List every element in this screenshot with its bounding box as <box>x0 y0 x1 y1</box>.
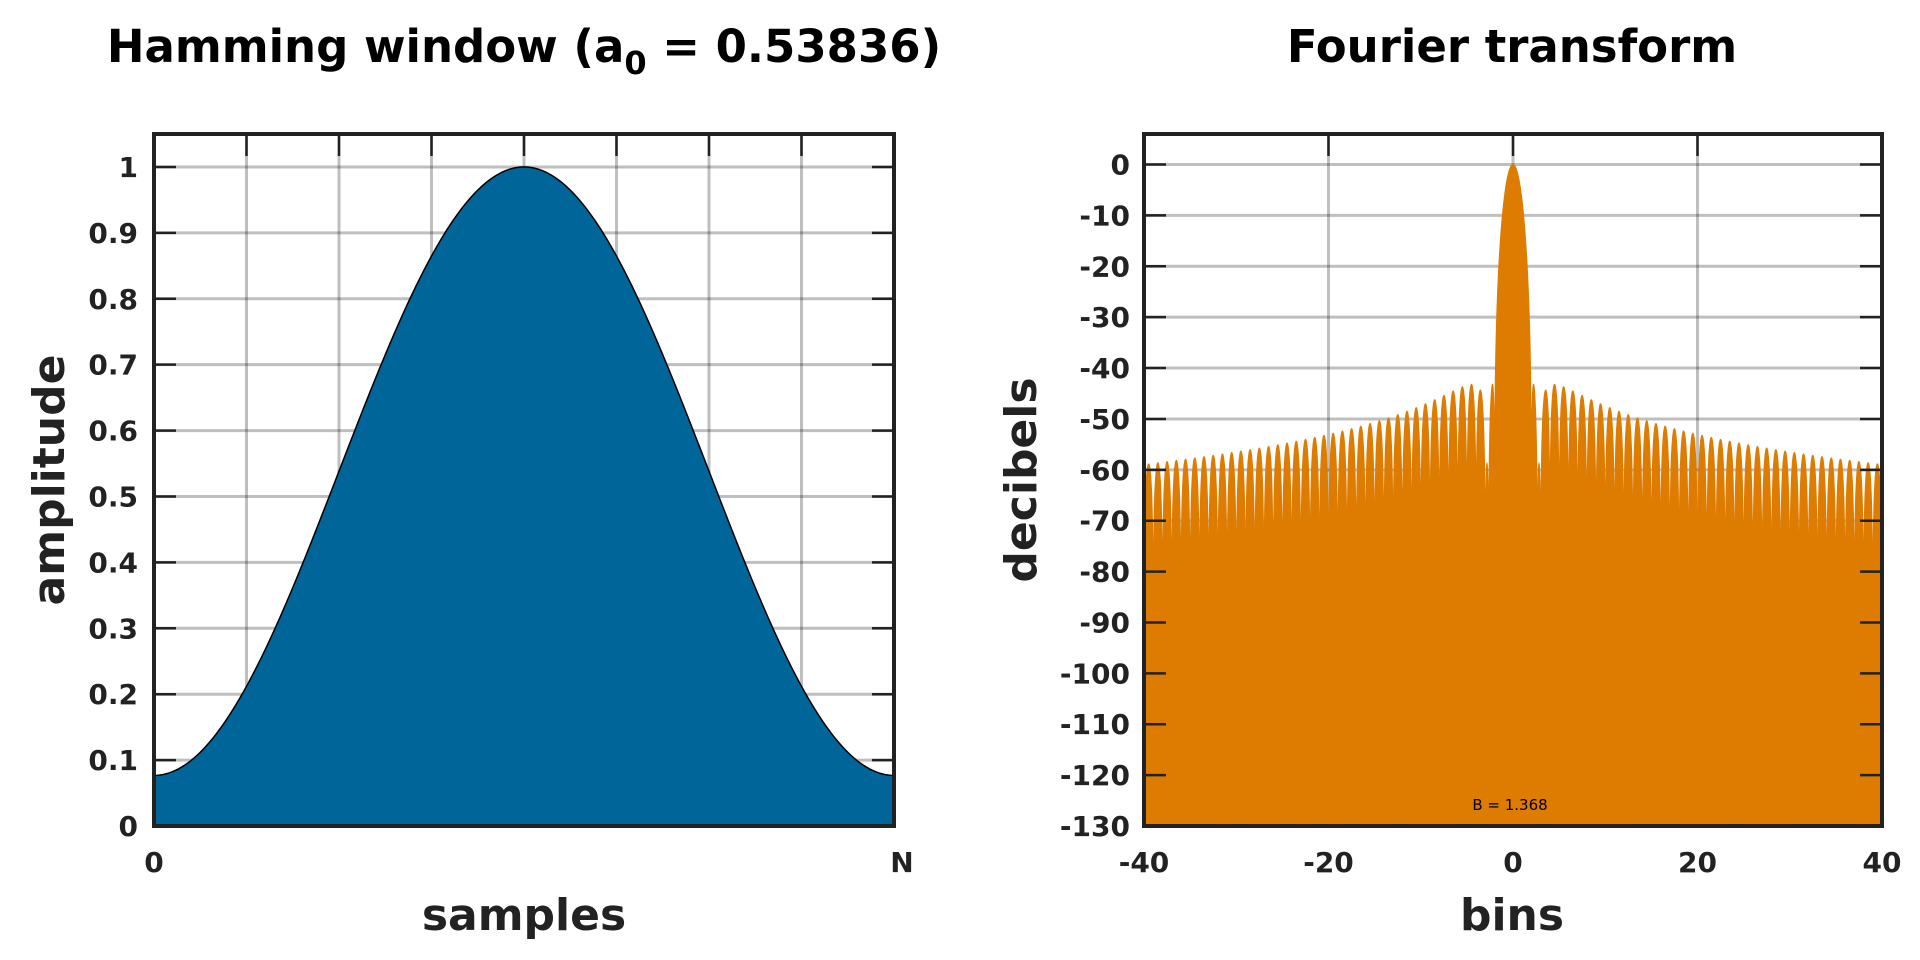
spectrum-y-tick-label: -50 <box>1079 403 1130 436</box>
window-y-tick-label: 0.2 <box>88 678 138 711</box>
window-x-axis-label: samples <box>422 890 626 941</box>
window-y-tick-label: 0.8 <box>88 283 138 316</box>
window-title: Hamming window (a0 = 0.53836) <box>107 20 941 82</box>
spectrum-x-tick-label: 40 <box>1863 846 1902 879</box>
spectrum-x-axis-label: bins <box>1460 890 1564 941</box>
window-title-main: Hamming window (a <box>107 20 624 73</box>
window-y-tick-label: 0.9 <box>88 217 138 250</box>
window-title-suffix: = 0.53836) <box>647 20 942 73</box>
spectrum-x-tick-labels: -40 -20 0 20 40 <box>1119 846 1902 879</box>
spectrum-area <box>1144 164 1882 826</box>
spectrum-x-tick-label: -40 <box>1119 846 1170 879</box>
spectrum-y-tick-labels: 0 -10 -20 -30 -40 -50 -60 -70 -80 -90 -100 -110 -120… <box>1060 149 1130 843</box>
bandwidth-annotation: B = 1.368 <box>1472 796 1547 814</box>
window-y-tick-label: 0 <box>119 810 138 843</box>
window-y-tick-label: 0.4 <box>88 546 138 579</box>
spectrum-y-tick-label: -40 <box>1079 352 1130 385</box>
spectrum-y-tick-label: -90 <box>1079 606 1130 639</box>
window-plot-frame <box>152 132 896 828</box>
window-y-tick-label: 0.1 <box>88 744 138 777</box>
spectrum-y-tick-label: -100 <box>1060 657 1130 690</box>
spectrum-y-tick-label: -80 <box>1079 556 1130 589</box>
window-y-tick-label: 0.5 <box>88 480 138 513</box>
window-x-tick-label: 0 <box>144 846 163 879</box>
spectrum-x-tick-label: 20 <box>1678 846 1717 879</box>
window-x-tick-label: N <box>890 846 913 879</box>
spectrum-y-tick-label: 0 <box>1111 149 1130 182</box>
window-y-tick-label: 0.3 <box>88 612 138 645</box>
spectrum-x-tick-label: -20 <box>1303 846 1354 879</box>
spectrum-title: Fourier transform <box>1287 20 1737 73</box>
spectrum-x-tick-label: 0 <box>1503 846 1522 879</box>
spectrum-y-tick-label: -110 <box>1060 708 1130 741</box>
window-title-subscript: 0 <box>624 44 646 82</box>
spectrum-y-tick-label: -70 <box>1079 505 1130 538</box>
spectrum-y-tick-label: -20 <box>1079 250 1130 283</box>
spectrum-panel: Fourier transform 0 -10 -20 -30 -40 -50 -60 -70… <box>996 20 1901 941</box>
window-y-tick-label: 0.6 <box>88 415 138 448</box>
spectrum-y-tick-label: -60 <box>1079 454 1130 487</box>
window-ticks <box>154 134 894 762</box>
window-area <box>153 166 895 827</box>
spectrum-y-axis-label: decibels <box>996 377 1047 582</box>
spectrum-y-tick-label: -120 <box>1060 759 1130 792</box>
spectrum-y-tick-label: -130 <box>1060 810 1130 843</box>
window-panel: Hamming window (a0 = 0.53836) 00.10.20.3… <box>24 20 941 941</box>
window-y-axis-label: amplitude <box>24 355 75 606</box>
window-y-tick-label: 1 <box>119 151 138 184</box>
spectrum-y-tick-label: -30 <box>1079 301 1130 334</box>
spectrum-ticks <box>1144 134 1882 777</box>
window-y-tick-labels: 0 0.1 0.2 0.3 0.4 0.5 0.6 0.7 0.8 0.9 1 <box>88 151 138 843</box>
spectrum-y-tick-label: -10 <box>1079 199 1130 232</box>
window-y-tick-label: 0.7 <box>88 349 138 382</box>
spectrum-plot-frame <box>1142 132 1884 828</box>
